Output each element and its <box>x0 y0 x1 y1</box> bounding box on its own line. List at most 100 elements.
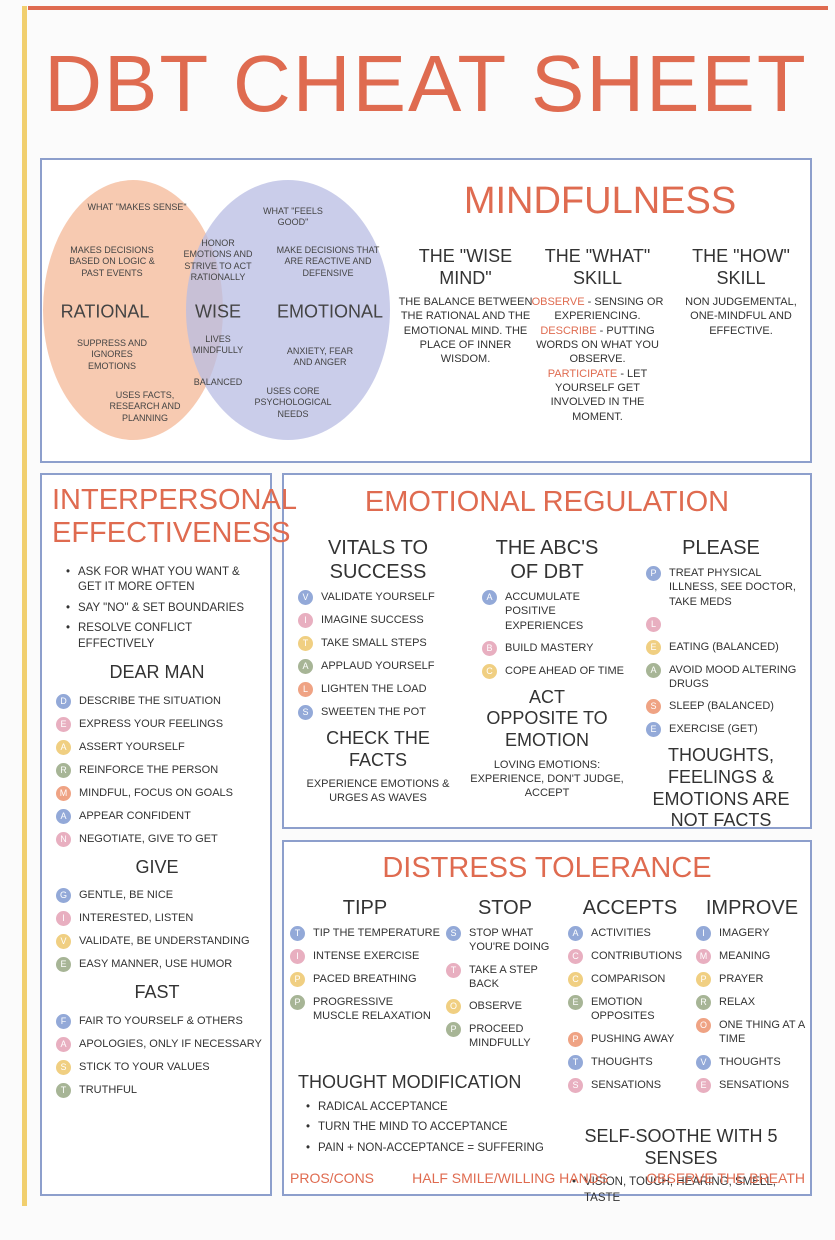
letter-badge: R <box>56 762 71 778</box>
list-item: V VALIDATE, BE UNDERSTANDING <box>56 934 262 950</box>
list-item: F FAIR TO YOURSELF & OTHERS <box>56 1014 262 1030</box>
item-text: COMPARISON <box>591 973 666 985</box>
column: TIPP T TIP THE TEMPERATURE I INTENSE EXERCIS… <box>290 892 440 1032</box>
item-text: EMOTION OPPOSITES <box>591 996 655 1023</box>
letter-badge: E <box>568 995 583 1010</box>
item-text: THOUGHTS <box>591 1055 653 1068</box>
list-item: P TREAT PHYSICAL ILLNESS, SEE DOCTOR, TAK… <box>646 566 806 609</box>
venn-note: SUPPRESS AND IGNORES EMOTIONS <box>76 338 148 371</box>
item-text: TREAT PHYSICAL ILLNESS, SEE DOCTOR, TAKE… <box>669 567 796 608</box>
item-text: ONE THING AT A TIME <box>719 1019 805 1046</box>
item-text: SENSATIONS <box>591 1078 662 1091</box>
list-item: C COPE AHEAD OF TIME <box>482 663 632 679</box>
list-item: I INTENSE EXERCISE <box>290 949 440 964</box>
list-item: O OBSERVE <box>446 999 564 1015</box>
item-text: REINFORCE THE PERSON <box>79 763 219 776</box>
list-item: S SWEETEN THE POT <box>298 705 458 720</box>
item-text: MINDFUL, FOCUS ON GOALS <box>79 786 234 799</box>
letter-badge: S <box>298 705 313 720</box>
venn-label: EMOTIONAL <box>276 301 384 322</box>
section-title: INTERPERSONAL EFFECTIVENESS <box>52 484 297 550</box>
item-text: PROGRESSIVE MUSCLE RELAXATION <box>313 996 431 1023</box>
column-heading: ACT OPPOSITE TO EMOTION <box>486 686 608 751</box>
letter-badge: O <box>446 999 461 1015</box>
list-item: S SLEEP (BALANCED) <box>646 699 806 715</box>
column-heading: ACCEPTS <box>582 897 678 919</box>
letter-badge: A <box>56 739 71 755</box>
letter-badge: A <box>56 808 71 824</box>
list-item: O ONE THING AT A TIME <box>696 1018 808 1047</box>
column-heading: STOP <box>477 897 533 919</box>
letter-badge: S <box>446 926 461 941</box>
letter-badge: I <box>290 949 305 964</box>
item-text: FAIR TO YOURSELF & OTHERS <box>79 1015 243 1028</box>
letter-badge: R <box>696 995 711 1010</box>
list-item: L LIGHTEN THE LOAD <box>298 682 458 697</box>
letter-badge: S <box>646 699 661 715</box>
item-text: COPE AHEAD OF TIME <box>505 664 624 677</box>
letter-badge: L <box>298 682 313 697</box>
letter-badge: A <box>482 590 497 605</box>
footer-item: HALF SMILE/WILLING HANDS <box>412 1170 609 1186</box>
letter-badge: T <box>290 926 305 941</box>
letter-badge: A <box>646 662 661 678</box>
column-heading: SELF-SOOTHE WITH 5 SENSES <box>584 1126 778 1168</box>
item-text: ASSERT YOURSELF <box>79 740 185 753</box>
letter-badge: G <box>56 888 71 904</box>
list-item: E EXPRESS YOUR FEELINGS <box>56 716 262 732</box>
letter-badge: V <box>298 590 313 605</box>
column: THE ABC'S OF DBT A ACCUMULATE POSITIVE EXP… <box>462 532 632 801</box>
column-text: OBSERVE - SENSING OR EXPERIENCING. DESCRI… <box>530 295 665 424</box>
item-text: GENTLE, BE NICE <box>79 889 174 902</box>
letter-badge: B <box>482 640 497 656</box>
list-item: R REINFORCE THE PERSON <box>56 762 262 778</box>
letter-badge: F <box>56 1014 71 1030</box>
letter-badge: M <box>696 949 711 964</box>
letter-badge: P <box>568 1031 583 1047</box>
item-text: PROCEED MINDFULLY <box>469 1023 531 1050</box>
emotional-circle <box>186 180 390 440</box>
list-item: L <box>646 616 806 632</box>
item-text: BUILD MASTERY <box>505 641 594 654</box>
skill-text: - SENSING OR EXPERIENCING. <box>554 296 664 323</box>
item-text: IMAGINE SUCCESS <box>321 614 424 626</box>
item-text: NEGOTIATE, GIVE TO GET <box>79 832 218 845</box>
letter-badge: T <box>298 636 313 651</box>
list-item: P PRAYER <box>696 972 808 987</box>
column: THE "HOW" SKILL NON JUDGEMENTAL, ONE-MIND… <box>672 242 810 338</box>
list-item: I IMAGERY <box>696 926 808 941</box>
bullet: ASK FOR WHAT YOU WANT & GET IT MORE OFTE… <box>66 565 262 596</box>
bullet: RESOLVE CONFLICT EFFECTIVELY <box>66 621 262 652</box>
item-text: LIGHTEN THE LOAD <box>321 683 427 695</box>
list-item: P PROCEED MINDFULLY <box>446 1022 564 1051</box>
list-item: V VALIDATE YOURSELF <box>298 590 458 605</box>
item-text: EASY MANNER, USE HUMOR <box>79 958 233 971</box>
letter-badge: C <box>568 972 583 987</box>
venn-note: MAKES DECISIONS BASED ON LOGIC & PAST EV… <box>69 245 155 278</box>
letter-badge: O <box>696 1018 711 1033</box>
venn-note: WHAT "MAKES SENSE" <box>87 202 187 212</box>
list-item: P PUSHING AWAY <box>568 1031 692 1047</box>
letter-badge: P <box>696 972 711 987</box>
list-item: A AVOID MOOD ALTERING DRUGS <box>646 662 806 692</box>
bullet: SAY "NO" & SET BOUNDARIES <box>66 601 262 617</box>
skill-term: OBSERVE <box>531 296 585 309</box>
letter-badge: V <box>696 1054 711 1070</box>
letter-badge: S <box>56 1060 71 1076</box>
list-item: E EXERCISE (GET) <box>646 722 806 738</box>
list-item: S STOP WHAT YOU'RE DOING <box>446 926 564 955</box>
column-text: LOVING EMOTIONS: EXPERIENCE, DON'T JUDGE… <box>470 758 624 800</box>
list-item: T TRUTHFUL <box>56 1083 262 1099</box>
item-text: IMAGERY <box>719 927 770 939</box>
letter-badge: E <box>56 957 71 973</box>
list-item: G GENTLE, BE NICE <box>56 888 262 904</box>
letter-badge: E <box>646 722 661 738</box>
item-list: G GENTLE, BE NICE I INTERESTED, LISTEN V VALI… <box>52 888 262 973</box>
letter-badge: E <box>696 1077 711 1093</box>
list-item: A APOLOGIES, ONLY IF NECESSARY <box>56 1037 262 1053</box>
venn-note: BALANCED <box>193 377 243 387</box>
list-item: P PACED BREATHING <box>290 972 440 987</box>
column-heading: CHECK THE FACTS <box>326 728 430 770</box>
skill-text: - LET YOURSELF GET INVOLVED IN THE MOMEN… <box>550 367 648 423</box>
rational-circle <box>43 180 223 440</box>
